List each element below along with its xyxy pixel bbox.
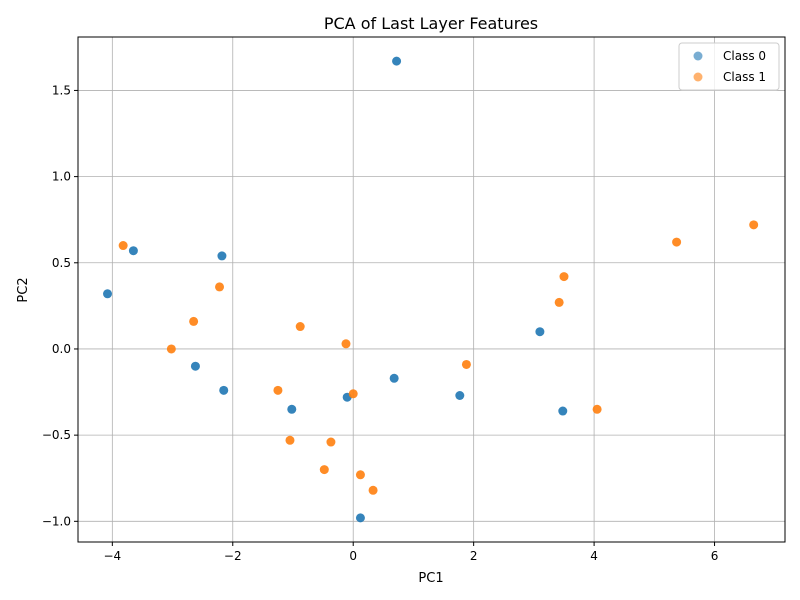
data-point-class-1: [166, 344, 176, 354]
data-point-class-1: [215, 282, 225, 292]
data-point-class-0: [455, 390, 465, 400]
legend-marker-class-1: [693, 72, 703, 82]
legend-marker-class-0: [693, 51, 703, 61]
x-tick-label: 6: [711, 549, 719, 563]
y-tick-label: −1.0: [42, 514, 71, 528]
y-tick-label: 1.0: [52, 170, 71, 184]
data-point-class-1: [355, 470, 365, 480]
legend: Class 0 Class 1: [678, 42, 780, 91]
data-point-class-0: [217, 251, 227, 261]
data-point-class-1: [341, 339, 351, 349]
data-point-class-0: [392, 56, 402, 66]
y-tick-label: 1.5: [52, 83, 71, 97]
grid: [78, 37, 785, 542]
plot-area: [77, 36, 786, 543]
x-tick-label: −4: [103, 549, 121, 563]
data-point-class-0: [535, 327, 545, 337]
data-point-class-0: [558, 406, 568, 416]
data-point-class-1: [273, 385, 283, 395]
data-point-class-1: [749, 220, 759, 230]
data-point-class-1: [285, 435, 295, 445]
data-point-class-0: [389, 373, 399, 383]
data-point-class-1: [368, 485, 378, 495]
data-point-class-1: [461, 359, 471, 369]
data-point-class-1: [672, 237, 682, 247]
y-tick-label: −0.5: [42, 428, 71, 442]
x-tick-label: 2: [470, 549, 478, 563]
data-point-class-1: [295, 322, 305, 332]
data-point-class-0: [287, 404, 297, 414]
data-point-class-1: [592, 404, 602, 414]
y-tick-label: 0.5: [52, 256, 71, 270]
data-point-class-0: [355, 513, 365, 523]
x-tick-label: 4: [590, 549, 598, 563]
data-point-class-0: [219, 385, 229, 395]
y-axis-label: PC2: [16, 277, 31, 302]
x-tick-label: 0: [349, 549, 357, 563]
legend-label-class-1: Class 1: [723, 70, 766, 84]
chart-title: PCA of Last Layer Features: [324, 14, 538, 33]
axis-ticks: −4 −2 0 2 4 6 −1.0 −0.5 0.0 0.5 1.0 1.5: [42, 83, 719, 563]
x-tick-label: −2: [224, 549, 242, 563]
data-point-class-1: [554, 297, 564, 307]
y-tick-label: 0.0: [52, 342, 71, 356]
data-point-class-1: [348, 389, 358, 399]
data-point-class-0: [103, 289, 113, 299]
data-point-class-1: [118, 241, 128, 251]
data-point-class-1: [559, 272, 569, 282]
data-points: [103, 56, 759, 523]
data-point-class-1: [326, 437, 336, 447]
legend-box: [678, 42, 780, 91]
data-point-class-0: [128, 246, 138, 256]
data-point-class-0: [190, 361, 200, 371]
data-point-class-1: [189, 316, 199, 326]
legend-label-class-0: Class 0: [723, 49, 766, 63]
x-axis-label: PC1: [418, 571, 443, 586]
data-point-class-1: [319, 465, 329, 475]
